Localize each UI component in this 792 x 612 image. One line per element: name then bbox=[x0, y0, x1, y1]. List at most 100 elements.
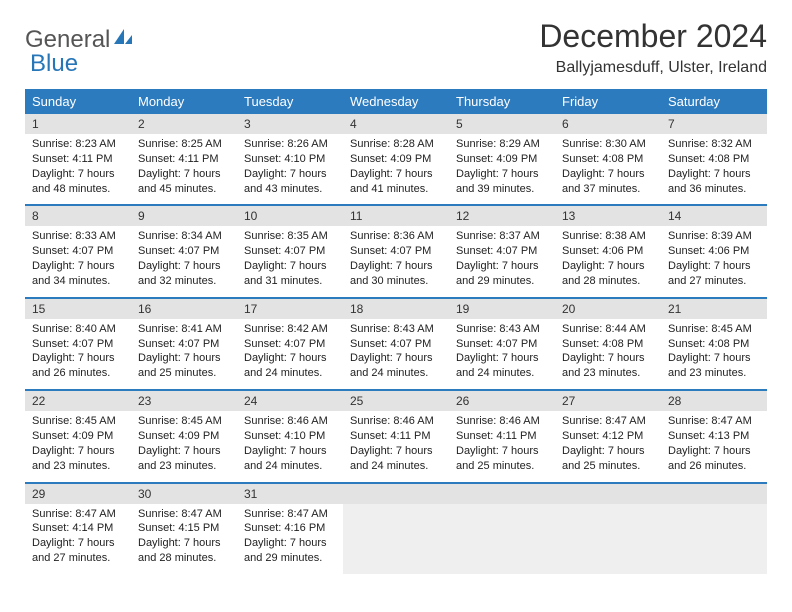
day-number: 14 bbox=[661, 206, 767, 226]
sunrise-text: Sunrise: 8:34 AM bbox=[138, 229, 230, 244]
calendar-day-cell: 26Sunrise: 8:46 AMSunset: 4:11 PMDayligh… bbox=[449, 390, 555, 482]
day-number: 29 bbox=[25, 484, 131, 504]
calendar-day-cell: 2Sunrise: 8:25 AMSunset: 4:11 PMDaylight… bbox=[131, 114, 237, 205]
day-details: Sunrise: 8:37 AMSunset: 4:07 PMDaylight:… bbox=[449, 226, 555, 296]
day-number: 24 bbox=[237, 391, 343, 411]
weekday-header: Thursday bbox=[449, 89, 555, 114]
day-details: Sunrise: 8:46 AMSunset: 4:10 PMDaylight:… bbox=[237, 411, 343, 481]
sunrise-text: Sunrise: 8:36 AM bbox=[350, 229, 442, 244]
weekday-header: Monday bbox=[131, 89, 237, 114]
calendar-day-cell bbox=[555, 483, 661, 574]
calendar-day-cell: 13Sunrise: 8:38 AMSunset: 4:06 PMDayligh… bbox=[555, 205, 661, 297]
calendar-week-row: 8Sunrise: 8:33 AMSunset: 4:07 PMDaylight… bbox=[25, 205, 767, 297]
sunrise-text: Sunrise: 8:47 AM bbox=[668, 414, 760, 429]
daylight-text: Daylight: 7 hours and 26 minutes. bbox=[32, 351, 124, 381]
calendar-table: Sunday Monday Tuesday Wednesday Thursday… bbox=[25, 89, 767, 574]
calendar-day-cell: 17Sunrise: 8:42 AMSunset: 4:07 PMDayligh… bbox=[237, 298, 343, 390]
calendar-day-cell: 3Sunrise: 8:26 AMSunset: 4:10 PMDaylight… bbox=[237, 114, 343, 205]
calendar-day-cell: 5Sunrise: 8:29 AMSunset: 4:09 PMDaylight… bbox=[449, 114, 555, 205]
daylight-text: Daylight: 7 hours and 27 minutes. bbox=[668, 259, 760, 289]
daylight-text: Daylight: 7 hours and 37 minutes. bbox=[562, 167, 654, 197]
calendar-page: General December 2024 Ballyjamesduff, Ul… bbox=[0, 0, 792, 592]
day-details: Sunrise: 8:34 AMSunset: 4:07 PMDaylight:… bbox=[131, 226, 237, 296]
day-details: Sunrise: 8:26 AMSunset: 4:10 PMDaylight:… bbox=[237, 134, 343, 204]
day-number: 26 bbox=[449, 391, 555, 411]
day-number: 22 bbox=[25, 391, 131, 411]
sunset-text: Sunset: 4:07 PM bbox=[32, 244, 124, 259]
day-number: 13 bbox=[555, 206, 661, 226]
sunset-text: Sunset: 4:06 PM bbox=[668, 244, 760, 259]
day-details: Sunrise: 8:30 AMSunset: 4:08 PMDaylight:… bbox=[555, 134, 661, 204]
day-details: Sunrise: 8:43 AMSunset: 4:07 PMDaylight:… bbox=[343, 319, 449, 389]
daylight-text: Daylight: 7 hours and 28 minutes. bbox=[562, 259, 654, 289]
calendar-day-cell: 28Sunrise: 8:47 AMSunset: 4:13 PMDayligh… bbox=[661, 390, 767, 482]
calendar-day-cell: 29Sunrise: 8:47 AMSunset: 4:14 PMDayligh… bbox=[25, 483, 131, 574]
day-number: 1 bbox=[25, 114, 131, 134]
sunrise-text: Sunrise: 8:45 AM bbox=[32, 414, 124, 429]
sunset-text: Sunset: 4:07 PM bbox=[138, 337, 230, 352]
daylight-text: Daylight: 7 hours and 32 minutes. bbox=[138, 259, 230, 289]
calendar-week-row: 22Sunrise: 8:45 AMSunset: 4:09 PMDayligh… bbox=[25, 390, 767, 482]
day-number: 30 bbox=[131, 484, 237, 504]
sunset-text: Sunset: 4:08 PM bbox=[668, 152, 760, 167]
day-number: 7 bbox=[661, 114, 767, 134]
calendar-day-cell: 19Sunrise: 8:43 AMSunset: 4:07 PMDayligh… bbox=[449, 298, 555, 390]
day-number: 28 bbox=[661, 391, 767, 411]
daylight-text: Daylight: 7 hours and 48 minutes. bbox=[32, 167, 124, 197]
weekday-header: Friday bbox=[555, 89, 661, 114]
weekday-header-row: Sunday Monday Tuesday Wednesday Thursday… bbox=[25, 89, 767, 114]
calendar-day-cell: 7Sunrise: 8:32 AMSunset: 4:08 PMDaylight… bbox=[661, 114, 767, 205]
sunrise-text: Sunrise: 8:37 AM bbox=[456, 229, 548, 244]
daylight-text: Daylight: 7 hours and 23 minutes. bbox=[138, 444, 230, 474]
sunrise-text: Sunrise: 8:28 AM bbox=[350, 137, 442, 152]
day-number: 11 bbox=[343, 206, 449, 226]
sunset-text: Sunset: 4:08 PM bbox=[562, 152, 654, 167]
sunset-text: Sunset: 4:10 PM bbox=[244, 429, 336, 444]
sunrise-text: Sunrise: 8:41 AM bbox=[138, 322, 230, 337]
sunset-text: Sunset: 4:06 PM bbox=[562, 244, 654, 259]
day-details: Sunrise: 8:45 AMSunset: 4:09 PMDaylight:… bbox=[131, 411, 237, 481]
calendar-day-cell: 23Sunrise: 8:45 AMSunset: 4:09 PMDayligh… bbox=[131, 390, 237, 482]
day-details: Sunrise: 8:46 AMSunset: 4:11 PMDaylight:… bbox=[343, 411, 449, 481]
sunrise-text: Sunrise: 8:47 AM bbox=[32, 507, 124, 522]
daylight-text: Daylight: 7 hours and 29 minutes. bbox=[456, 259, 548, 289]
weekday-header: Tuesday bbox=[237, 89, 343, 114]
month-title: December 2024 bbox=[539, 18, 767, 55]
logo-sail-icon bbox=[112, 26, 134, 54]
calendar-day-cell: 14 Sunrise: 8:39 AMSunset: 4:06 PMDayligh… bbox=[661, 205, 767, 297]
day-details: Sunrise: 8:45 AMSunset: 4:08 PMDaylight:… bbox=[661, 319, 767, 389]
calendar-day-cell: 25Sunrise: 8:46 AMSunset: 4:11 PMDayligh… bbox=[343, 390, 449, 482]
day-number: 4 bbox=[343, 114, 449, 134]
logo-text-blue: Blue bbox=[30, 50, 78, 78]
daylight-text: Daylight: 7 hours and 24 minutes. bbox=[244, 351, 336, 381]
day-details: Sunrise: 8:38 AMSunset: 4:06 PMDaylight:… bbox=[555, 226, 661, 296]
daylight-text: Daylight: 7 hours and 24 minutes. bbox=[456, 351, 548, 381]
day-details: Sunrise: 8:42 AMSunset: 4:07 PMDaylight:… bbox=[237, 319, 343, 389]
calendar-day-cell: 6Sunrise: 8:30 AMSunset: 4:08 PMDaylight… bbox=[555, 114, 661, 205]
day-details: Sunrise: 8:41 AMSunset: 4:07 PMDaylight:… bbox=[131, 319, 237, 389]
daylight-text: Daylight: 7 hours and 28 minutes. bbox=[138, 536, 230, 566]
sunset-text: Sunset: 4:07 PM bbox=[456, 244, 548, 259]
day-number: 12 bbox=[449, 206, 555, 226]
daylight-text: Daylight: 7 hours and 27 minutes. bbox=[32, 536, 124, 566]
daylight-text: Daylight: 7 hours and 39 minutes. bbox=[456, 167, 548, 197]
daylight-text: Daylight: 7 hours and 23 minutes. bbox=[562, 351, 654, 381]
day-details: Sunrise: 8:47 AMSunset: 4:14 PMDaylight:… bbox=[25, 504, 131, 574]
sunrise-text: Sunrise: 8:35 AM bbox=[244, 229, 336, 244]
calendar-day-cell: 8Sunrise: 8:33 AMSunset: 4:07 PMDaylight… bbox=[25, 205, 131, 297]
daylight-text: Daylight: 7 hours and 36 minutes. bbox=[668, 167, 760, 197]
sunrise-text: Sunrise: 8:29 AM bbox=[456, 137, 548, 152]
sunrise-text: Sunrise: 8:44 AM bbox=[562, 322, 654, 337]
sunset-text: Sunset: 4:08 PM bbox=[668, 337, 760, 352]
day-number: 27 bbox=[555, 391, 661, 411]
daylight-text: Daylight: 7 hours and 23 minutes. bbox=[32, 444, 124, 474]
calendar-week-row: 15Sunrise: 8:40 AMSunset: 4:07 PMDayligh… bbox=[25, 298, 767, 390]
sunrise-text: Sunrise: 8:42 AM bbox=[244, 322, 336, 337]
daylight-text: Daylight: 7 hours and 25 minutes. bbox=[562, 444, 654, 474]
daylight-text: Daylight: 7 hours and 24 minutes. bbox=[350, 444, 442, 474]
day-number: 10 bbox=[237, 206, 343, 226]
day-number: 8 bbox=[25, 206, 131, 226]
sunrise-text: Sunrise: 8:39 AM bbox=[668, 229, 760, 244]
day-details: Sunrise: 8:43 AMSunset: 4:07 PMDaylight:… bbox=[449, 319, 555, 389]
calendar-day-cell: 31Sunrise: 8:47 AMSunset: 4:16 PMDayligh… bbox=[237, 483, 343, 574]
